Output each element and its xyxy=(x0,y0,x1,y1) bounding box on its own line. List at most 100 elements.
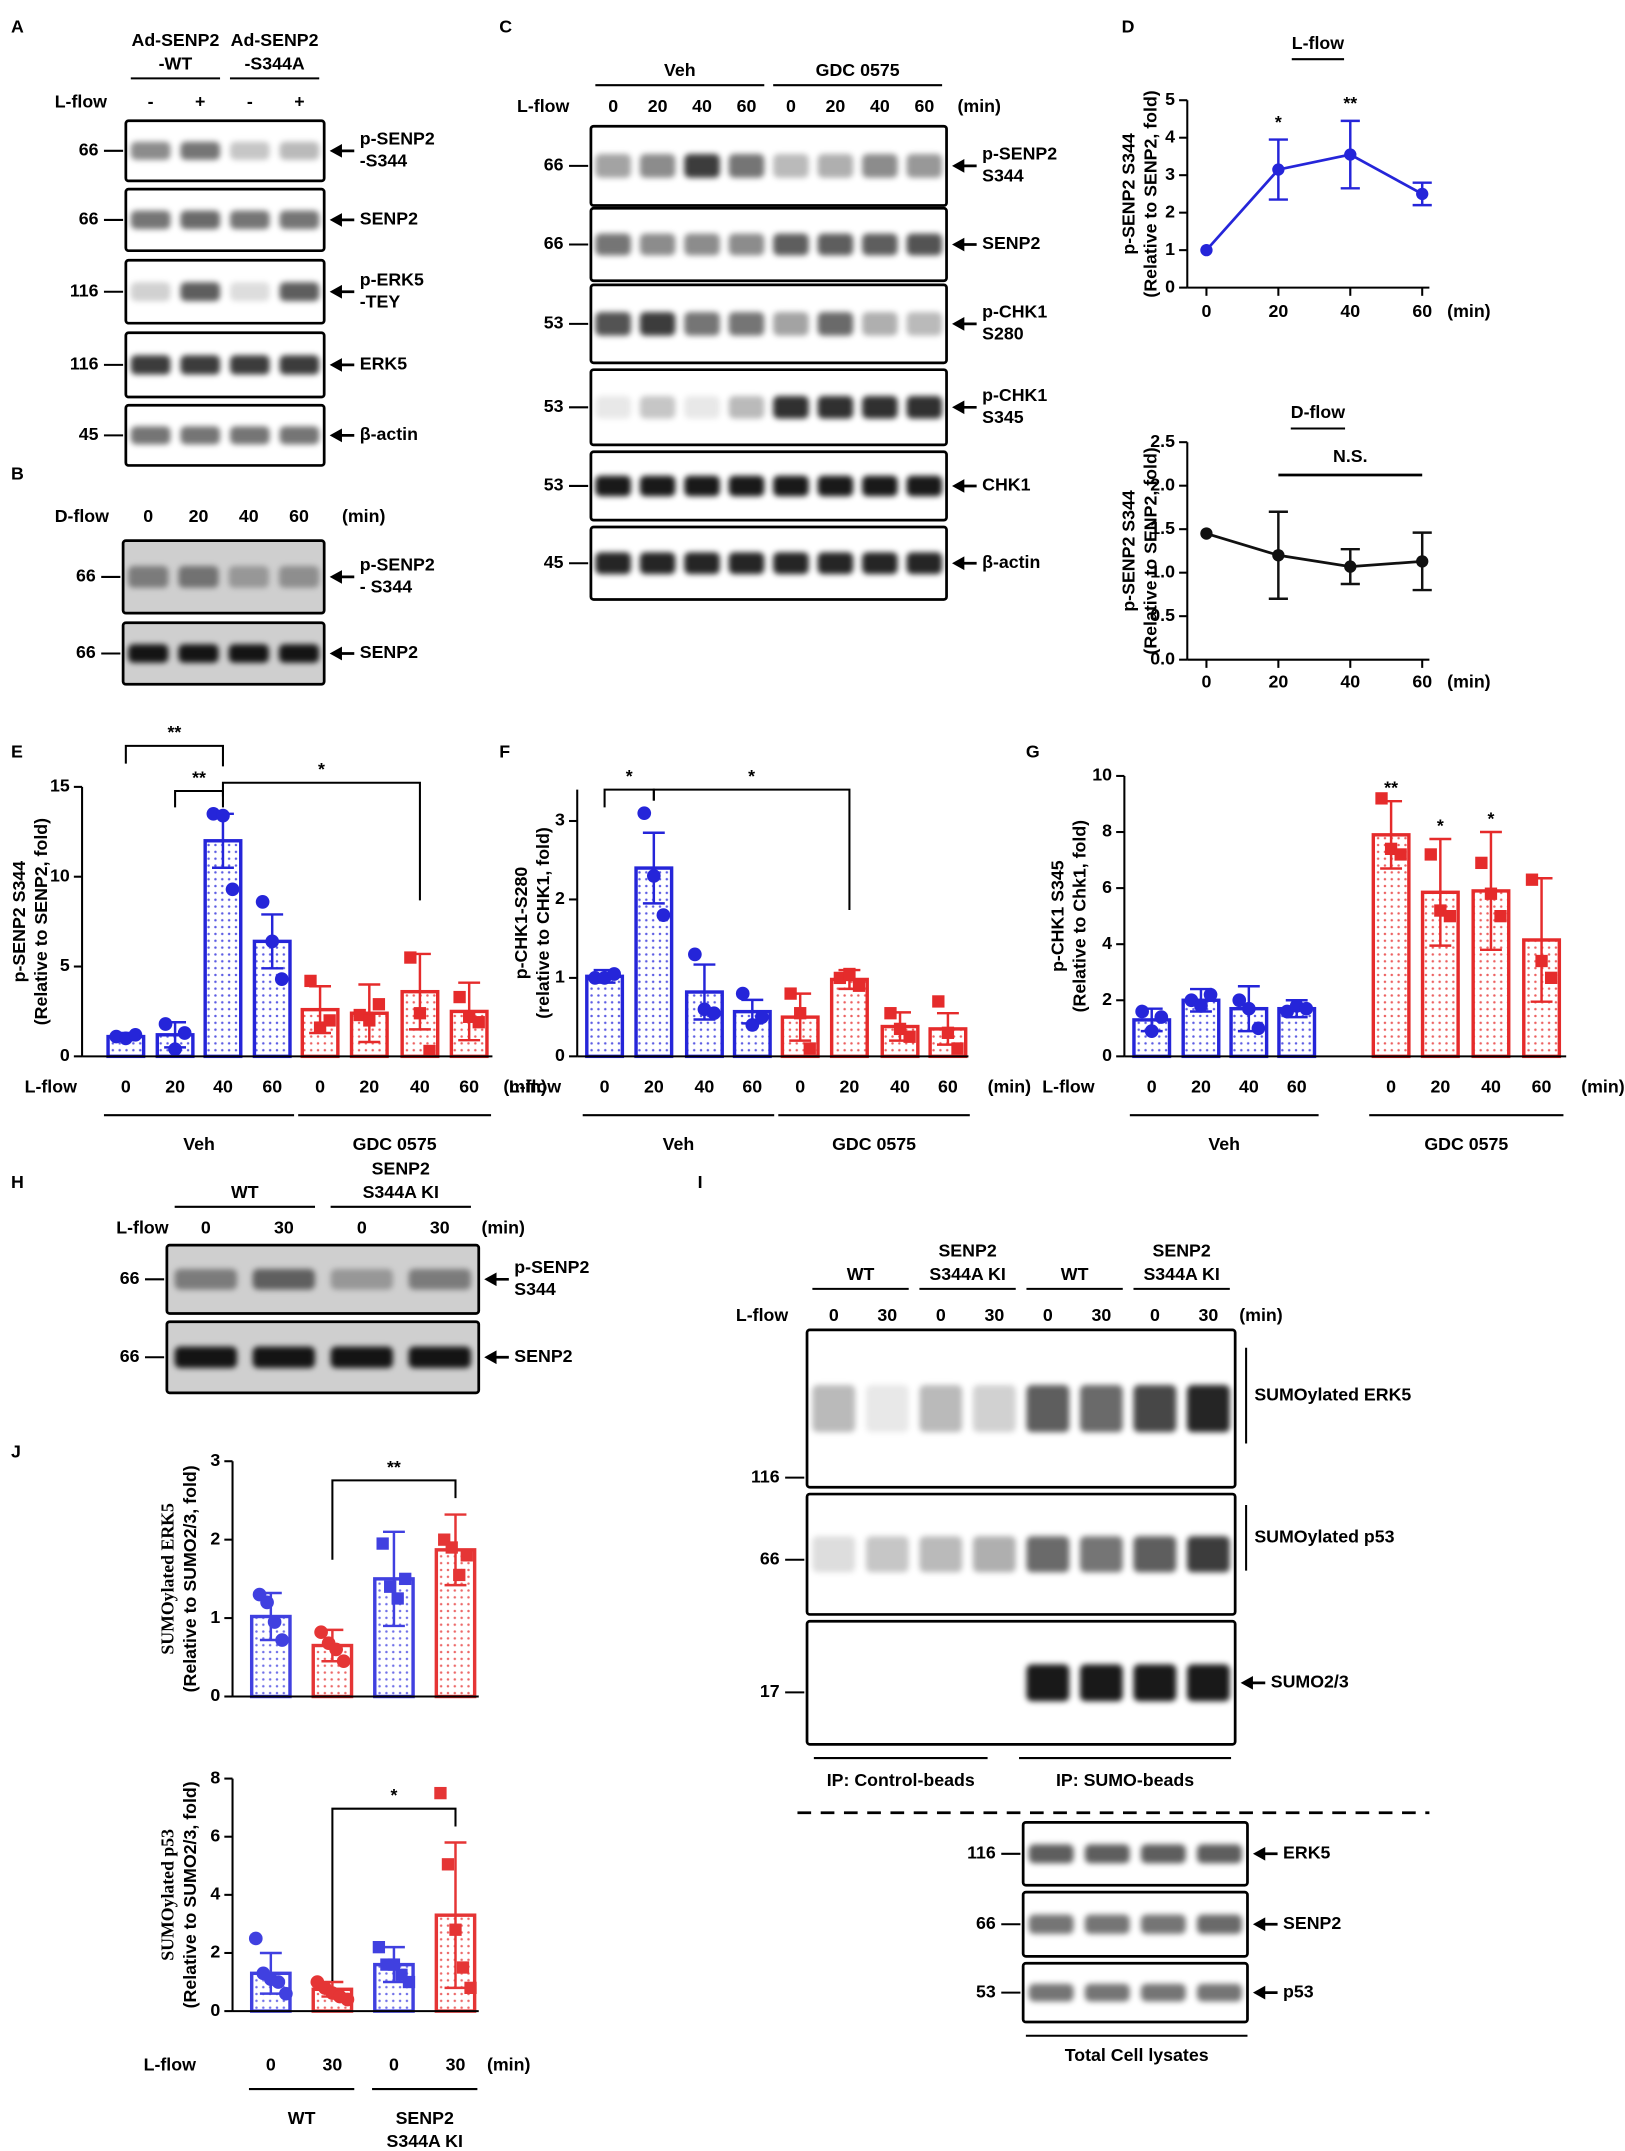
row-label: SUMOylated p53 xyxy=(1254,1527,1394,1547)
band xyxy=(728,552,765,575)
data-point xyxy=(637,806,652,820)
x-tick-label: 20 xyxy=(1191,1077,1211,1097)
group-label: S344A KI xyxy=(929,1264,1005,1284)
mw-label: 116 xyxy=(751,1466,780,1486)
data-point xyxy=(1251,1021,1266,1036)
data-point xyxy=(168,1042,182,1057)
band xyxy=(773,475,809,497)
band xyxy=(1028,1844,1074,1864)
band xyxy=(180,141,221,160)
mw-label: 116 xyxy=(967,1843,996,1863)
arrow-head xyxy=(329,570,342,584)
group-label: -WT xyxy=(159,53,193,73)
data-point xyxy=(255,895,270,909)
band xyxy=(278,644,320,663)
blot-frame xyxy=(165,1243,481,1315)
lysate-label: Total Cell lysates xyxy=(1065,2045,1209,2065)
x-tick-label: 20 xyxy=(1430,1077,1450,1097)
data-point xyxy=(784,987,797,1000)
blot-frame xyxy=(589,450,948,522)
band xyxy=(595,312,631,336)
mw-label: 66 xyxy=(79,140,99,160)
lane-label: 0 xyxy=(1043,1305,1053,1325)
band xyxy=(279,210,320,230)
blot-frame xyxy=(124,119,326,183)
band xyxy=(728,396,765,419)
row-label: - S344 xyxy=(360,577,412,597)
arrow-head xyxy=(1252,1985,1266,2000)
data-point xyxy=(1494,909,1507,923)
band xyxy=(1186,1664,1230,1702)
condition-label: L-flow xyxy=(55,92,107,112)
band xyxy=(1079,1384,1123,1433)
band xyxy=(817,475,854,497)
lane-label: 0 xyxy=(201,1217,211,1237)
arrow-head xyxy=(1252,1846,1266,1861)
y-tick-label: 8 xyxy=(1102,821,1112,841)
row-label: CHK1 xyxy=(982,475,1030,495)
unit-label: (min) xyxy=(957,96,1001,116)
data-point xyxy=(1416,187,1429,201)
panel-letter: A xyxy=(11,16,24,36)
group-label: WT xyxy=(1061,1264,1089,1284)
data-point xyxy=(313,1021,327,1034)
x-tick-label: 20 xyxy=(644,1077,664,1097)
band xyxy=(128,566,169,588)
band xyxy=(595,233,631,256)
data-point xyxy=(434,1786,447,1800)
panel-letter: B xyxy=(11,464,24,484)
band xyxy=(229,426,270,445)
data-point xyxy=(755,1010,769,1024)
x-tick-label: 20 xyxy=(1268,672,1288,692)
band xyxy=(684,396,720,419)
arrow-head xyxy=(952,556,965,571)
significance-bracket xyxy=(331,1807,457,1982)
y-tick-label: 3 xyxy=(1165,164,1175,184)
x-tick-label: 40 xyxy=(213,1077,233,1097)
panel-letter: G xyxy=(1026,741,1040,761)
row-label: SUMOylated ERK5 xyxy=(1254,1384,1411,1404)
y-tick-label: 1 xyxy=(555,967,565,987)
significance-bracket xyxy=(331,1479,457,1560)
arrow-head xyxy=(1252,1917,1266,1932)
x-tick-label: 40 xyxy=(1239,1077,1259,1097)
group-label: GDC 0575 xyxy=(816,60,900,80)
lane-label: + xyxy=(294,92,304,112)
bar xyxy=(829,977,869,1059)
data-point xyxy=(1535,954,1548,968)
band xyxy=(229,355,270,375)
data-point xyxy=(413,1007,427,1020)
blot-frame xyxy=(124,258,326,325)
unit-label: (min) xyxy=(1239,1305,1283,1325)
band xyxy=(228,644,269,663)
lane-label: 0 xyxy=(786,96,796,116)
arrow-head xyxy=(952,159,965,173)
data-point xyxy=(363,1014,376,1027)
x-axis-label: L-flow xyxy=(144,2055,196,2075)
x-tick-label: 60 xyxy=(1412,672,1432,692)
x-tick-label: 60 xyxy=(262,1077,282,1097)
row-label: β-actin xyxy=(982,552,1040,572)
mw-label: 53 xyxy=(544,313,564,333)
lane-label: 40 xyxy=(870,96,890,116)
data-point xyxy=(1424,848,1437,861)
y-tick-label: 0 xyxy=(1165,276,1175,296)
data-point xyxy=(441,1858,455,1871)
x-unit: (min) xyxy=(503,1077,547,1097)
band xyxy=(906,233,943,256)
row-label: p-SENP2 xyxy=(514,1257,589,1277)
group-label: Ad-SENP2 xyxy=(131,30,219,50)
data-point xyxy=(688,947,702,962)
y-tick-label: 5 xyxy=(60,955,70,975)
significance-label: ** xyxy=(167,722,181,742)
y-tick-label: 0 xyxy=(60,1045,70,1065)
band xyxy=(773,153,809,178)
significance-label: ** xyxy=(192,767,206,787)
row-label: p-SENP2 xyxy=(360,129,435,149)
data-point xyxy=(932,995,945,1008)
band xyxy=(228,566,269,588)
mw-label: 45 xyxy=(79,424,99,444)
error-bar xyxy=(1429,837,1452,947)
band xyxy=(1186,1536,1230,1573)
band xyxy=(773,552,809,575)
